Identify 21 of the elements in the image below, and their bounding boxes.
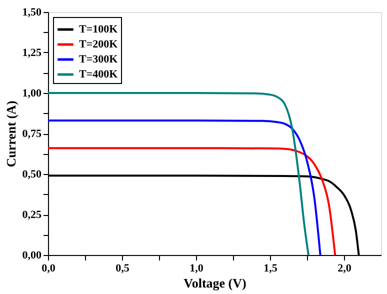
x-tick-label: 1,0 [190, 262, 204, 274]
legend-label: T=200K [79, 38, 118, 50]
y-tick-label: 1,00 [22, 88, 42, 100]
legend-label: T=300K [79, 54, 118, 66]
x-tick-label: 1,5 [264, 262, 278, 274]
legend-label: T=400K [79, 68, 118, 80]
legend-label: T=100K [79, 24, 118, 36]
y-tick-label: 1,50 [22, 6, 42, 18]
x-tick-label: 2,0 [338, 262, 352, 274]
line-series [47, 92, 310, 256]
line-series [47, 120, 322, 256]
y-axis-title: Current (A) [3, 100, 18, 168]
y-tick-label: 0,75 [22, 128, 42, 140]
y-tick-label: 0,25 [22, 209, 42, 221]
y-tick-label: 0,50 [22, 168, 42, 180]
x-tick-label: 0,0 [42, 262, 56, 274]
y-tick-label: 0,00 [22, 250, 42, 262]
y-tick-label: 1,25 [22, 47, 42, 59]
x-tick-label: 0,5 [116, 262, 130, 274]
line-series [47, 147, 336, 256]
x-axis-title: Voltage (V) [184, 276, 246, 290]
